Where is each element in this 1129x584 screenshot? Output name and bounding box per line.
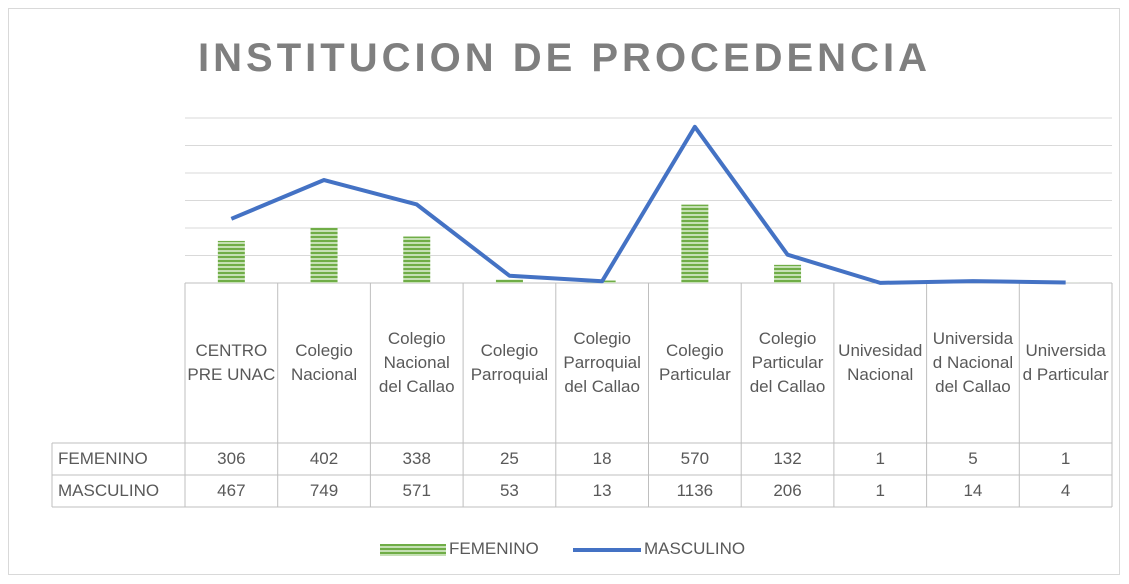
bar (774, 264, 802, 283)
table-value: 53 (499, 481, 519, 500)
category-label: Colegio Nacional (290, 341, 358, 384)
line-series (230, 124, 1066, 285)
bar (495, 279, 523, 283)
category-label: Colegio Parroquial del Callao (563, 329, 641, 396)
category-label: CENTRO PRE UNAC (187, 341, 276, 384)
bar (681, 204, 709, 283)
table-value: 306 (217, 449, 246, 468)
table-value: 132 (773, 449, 802, 468)
chart-border (8, 8, 1120, 575)
bar (310, 227, 338, 283)
category-label: Universidad Particular (1022, 341, 1109, 384)
category-label: Univesidad Nacional (838, 341, 923, 384)
table-value: 571 (402, 481, 431, 500)
table-value: 1 (875, 449, 885, 468)
table-value: 206 (773, 481, 802, 500)
chart-title: INSTITUCION DE PROCEDENCIA (198, 36, 931, 80)
category-label: Colegio Parroquial (470, 341, 549, 384)
table-value: 4 (1060, 481, 1071, 500)
table-value: 1136 (676, 481, 714, 500)
series-row-label: FEMENINO (58, 449, 148, 468)
table-value: 18 (592, 449, 612, 468)
legend-label: MASCULINO (644, 539, 746, 558)
series-row-label: MASCULINO (58, 481, 160, 500)
table-value: 402 (309, 449, 339, 468)
table-value: 570 (680, 449, 710, 468)
table-value: 1 (875, 481, 885, 500)
table-value: 749 (309, 481, 339, 500)
table-value: 338 (402, 449, 431, 468)
table-value: 5 (968, 449, 978, 468)
table-value: 467 (217, 481, 246, 500)
bar (403, 236, 431, 283)
category-label: Universidad Nacional del Callao (932, 329, 1014, 396)
table-value: 14 (963, 481, 983, 500)
table-value: 25 (499, 449, 519, 468)
legend-swatch (380, 544, 446, 556)
category-label: Colegio Particular (658, 341, 731, 384)
table-value: 13 (592, 481, 612, 500)
category-label: Colegio Nacional del Callao (378, 329, 455, 396)
bar (217, 240, 245, 283)
table-value: 1 (1060, 449, 1071, 468)
legend-label: FEMENINO (449, 539, 539, 558)
category-label: Colegio Particular del Callao (749, 329, 826, 396)
